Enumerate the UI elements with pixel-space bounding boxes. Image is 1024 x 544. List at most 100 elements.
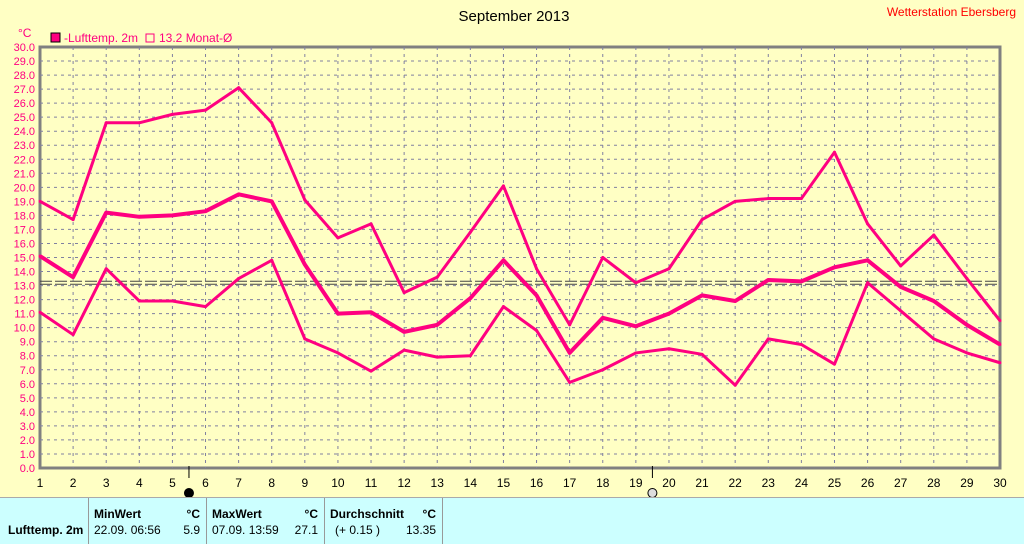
data-point-mittel: [667, 312, 671, 316]
data-point-min: [799, 343, 803, 347]
y-tick-label: 0.0: [20, 463, 35, 475]
data-point-min: [535, 328, 539, 332]
data-point-max: [38, 199, 42, 203]
data-point-mittel: [468, 296, 472, 300]
x-tick-label: 16: [530, 476, 544, 490]
data-point-mittel: [766, 278, 770, 282]
x-tick-label: 2: [70, 476, 77, 490]
data-point-min: [832, 362, 836, 366]
data-point-min: [866, 281, 870, 285]
data-point-max: [998, 319, 1002, 323]
data-point-min: [104, 267, 108, 271]
data-point-min: [634, 351, 638, 355]
x-tick-label: 12: [397, 476, 411, 490]
data-point-min: [667, 347, 671, 351]
data-point-max: [899, 264, 903, 268]
y-tick-label: 19.0: [14, 196, 35, 208]
data-point-max: [634, 281, 638, 285]
data-point-max: [137, 121, 141, 125]
y-axis-unit: °C: [18, 26, 32, 40]
data-point-max: [71, 218, 75, 222]
y-tick-label: 8.0: [20, 351, 35, 363]
series-line-mittel: [38, 192, 1002, 355]
x-tick-label: 28: [927, 476, 941, 490]
data-point-min: [303, 337, 307, 341]
x-tick-label: 27: [894, 476, 908, 490]
min-value: 5.9: [183, 523, 200, 537]
data-point-mittel: [832, 265, 836, 269]
data-point-max: [104, 121, 108, 125]
y-tick-label: 13.0: [14, 281, 35, 293]
data-point-max: [402, 291, 406, 295]
data-point-mittel: [71, 275, 75, 279]
y-tick-label: 6.0: [20, 379, 35, 391]
y-tick-label: 7.0: [20, 365, 35, 377]
station-name: Wetterstation Ebersberg: [887, 5, 1016, 19]
y-tick-label: 26.0: [14, 98, 35, 110]
x-tick-label: 23: [762, 476, 776, 490]
data-point-max: [535, 267, 539, 271]
data-point-mittel: [303, 263, 307, 267]
x-tick-label: 25: [828, 476, 842, 490]
data-point-min: [137, 299, 141, 303]
data-point-max: [237, 86, 241, 90]
x-tick-label: 30: [993, 476, 1007, 490]
x-tick-label: 26: [861, 476, 875, 490]
data-point-max: [204, 108, 208, 112]
data-point-min: [766, 337, 770, 341]
data-point-min: [568, 380, 572, 384]
y-tick-label: 1.0: [20, 449, 35, 461]
avg-header: Durchschnitt: [330, 507, 405, 521]
x-tick-label: 20: [662, 476, 676, 490]
min-header: MinWert: [94, 507, 142, 521]
x-tick-label: 7: [235, 476, 242, 490]
data-point-max: [336, 236, 340, 240]
avg-unit: °C: [422, 507, 436, 521]
data-point-mittel: [170, 213, 174, 217]
legend-label-temp: -Lufttemp. 2m: [64, 31, 138, 45]
data-point-min: [932, 337, 936, 341]
y-tick-label: 18.0: [14, 210, 35, 222]
y-tick-label: 4.0: [20, 407, 35, 419]
x-tick-label: 5: [169, 476, 176, 490]
x-tick-label: 3: [103, 476, 110, 490]
chart-title: September 2013: [459, 8, 570, 25]
temperature-chart: September 2013 Wetterstation Ebersberg °…: [14, 5, 1016, 497]
y-tick-label: 14.0: [14, 267, 35, 279]
data-point-mittel: [270, 199, 274, 203]
data-point-mittel: [237, 192, 241, 196]
data-point-min: [468, 354, 472, 358]
data-point-max: [932, 233, 936, 237]
legend-swatch-mean: [145, 33, 155, 43]
data-point-mittel: [733, 299, 737, 303]
data-point-min: [38, 310, 42, 314]
data-point-max: [170, 112, 174, 116]
data-point-mittel: [568, 351, 572, 355]
x-tick-label: 6: [202, 476, 209, 490]
data-point-min: [336, 351, 340, 355]
data-point-mittel: [435, 323, 439, 327]
y-tick-label: 5.0: [20, 393, 35, 405]
data-point-mittel: [899, 285, 903, 289]
data-point-max: [435, 275, 439, 279]
data-point-mittel: [402, 330, 406, 334]
max-value: 27.1: [294, 523, 318, 537]
data-point-min: [170, 299, 174, 303]
stats-row-label: Lufttemp. 2m: [8, 523, 84, 537]
y-tick-label: 28.0: [14, 70, 35, 82]
y-tick-label: 16.0: [14, 238, 35, 250]
data-point-min: [700, 352, 704, 356]
min-unit: °C: [186, 507, 200, 521]
data-point-min: [435, 355, 439, 359]
data-point-max: [965, 277, 969, 281]
legend-swatch-temp: [50, 32, 61, 43]
min-date: 22.09. 06:56: [94, 523, 161, 537]
data-point-min: [369, 369, 373, 373]
data-point-mittel: [336, 312, 340, 316]
x-tick-label: 17: [563, 476, 577, 490]
data-point-max: [303, 198, 307, 202]
data-point-max: [700, 218, 704, 222]
y-tick-label: 20.0: [14, 182, 35, 194]
data-point-max: [270, 121, 274, 125]
data-point-min: [237, 277, 241, 281]
